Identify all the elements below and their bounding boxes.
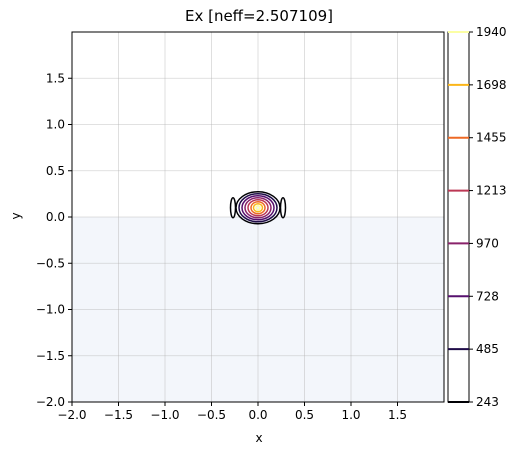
contour-line (241, 195, 275, 221)
contour-line (250, 201, 266, 215)
contour-line (238, 193, 278, 223)
plot-area (71, 31, 445, 403)
chart-title: Ex [neff=2.507109] (185, 7, 333, 25)
colorbar: 1940 1698 1455 1213 970 728 485 243 (447, 25, 507, 409)
contour-side-lobe-right (279, 197, 287, 219)
colorbar-tick-label: 1455 (476, 131, 507, 145)
x-axis-label: x (255, 431, 262, 445)
y-tick-label: 0.0 (46, 210, 65, 224)
y-tick-label: 1.5 (46, 71, 65, 85)
y-tick-label: −0.5 (36, 256, 65, 270)
colorbar-tick-label: 243 (476, 395, 499, 409)
colorbar-tick-label: 970 (476, 236, 499, 250)
contour-side-lobe-left (229, 197, 237, 219)
y-tick-label: 1.0 (46, 118, 65, 132)
y-axis-label: y (9, 212, 23, 219)
colorbar-tick-label: 1940 (476, 25, 507, 39)
x-tick-label: −0.5 (197, 408, 226, 422)
y-tick-label: 0.5 (46, 164, 65, 178)
x-tick-label: 0.5 (295, 408, 314, 422)
x-tick-label: 1.5 (388, 408, 407, 422)
x-tick-label: −1.5 (104, 408, 133, 422)
x-tick-label: 0.0 (248, 408, 267, 422)
contour-line (247, 199, 269, 217)
x-axis-ticks: −2.0 −1.5 −1.0 −0.5 0.0 0.5 1.0 1.5 (57, 402, 407, 422)
y-tick-label: −1.0 (36, 303, 65, 317)
colorbar-tick-label: 728 (476, 289, 499, 303)
contour-lines (229, 191, 287, 225)
y-axis-ticks: −2.0 −1.5 −1.0 −0.5 0.0 0.5 1.0 1.5 (36, 71, 72, 409)
colorbar-tick-label: 485 (476, 342, 499, 356)
y-tick-label: −2.0 (36, 395, 65, 409)
x-tick-label: −1.0 (150, 408, 179, 422)
x-tick-label: −2.0 (57, 408, 86, 422)
colorbar-tick-label: 1698 (476, 78, 507, 92)
colorbar-frame (447, 31, 470, 403)
y-tick-label: −1.5 (36, 349, 65, 363)
colorbar-tick-label: 1213 (476, 184, 507, 198)
contour-line (244, 197, 272, 219)
contour-line (255, 205, 261, 211)
contour-line (252, 203, 264, 213)
x-tick-label: 1.0 (341, 408, 360, 422)
